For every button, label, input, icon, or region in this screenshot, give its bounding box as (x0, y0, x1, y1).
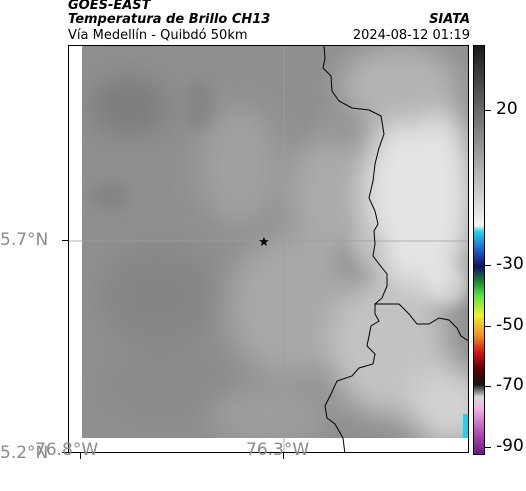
location-star-icon: ★ (258, 235, 270, 250)
y-tickmark (62, 240, 68, 241)
x-tickmark (283, 453, 284, 459)
colorbar-tick-label: -50 (496, 315, 524, 335)
department-border-east (375, 303, 468, 342)
colorbar-tickmark (485, 110, 491, 111)
satellite-title: GOES-EAST (68, 0, 151, 13)
x-tick-label: 76.3°W (246, 440, 310, 460)
x-tick-label: 76.8°W (35, 440, 99, 460)
colorbar-tickmark (485, 386, 491, 387)
colorbar-tickmark (485, 265, 491, 266)
colorbar-tick-label: -30 (496, 254, 524, 274)
department-border (322, 46, 388, 452)
colorbar-tick-label: -90 (496, 436, 524, 456)
colorbar-tick-label: 20 (496, 99, 518, 119)
y-tick-label: 5.2°N (0, 443, 49, 463)
agency-label: SIATA (429, 12, 470, 27)
brightness-temperature-image: ★ (69, 46, 468, 452)
x-tickmark (80, 453, 81, 459)
product-title: Temperatura de Brillo CH13 (68, 12, 271, 27)
y-tick-label: 5.7°N (0, 230, 49, 250)
temperature-colorbar (473, 45, 485, 455)
y-tickmark (62, 452, 68, 453)
colorbar-tick-label: -70 (496, 375, 524, 395)
colorbar-tickmark (485, 447, 491, 448)
region-subtitle: Vía Medellín - Quibdó 50km (68, 28, 248, 43)
colorbar-tickmark (485, 326, 491, 327)
timestamp-label: 2024-08-12 01:19 (352, 28, 470, 43)
satellite-map[interactable]: ★ (68, 45, 469, 453)
